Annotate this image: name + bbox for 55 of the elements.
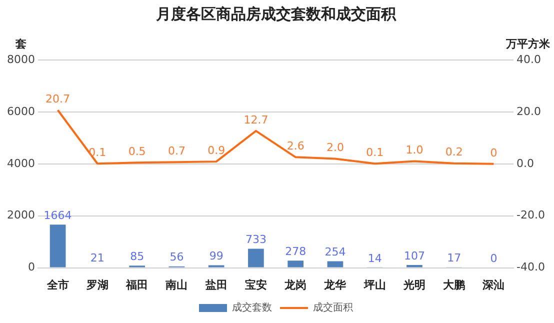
bar [327, 261, 344, 268]
y2-axis-title: 万平方米 [505, 37, 551, 50]
legend-label: 成交面积 [313, 302, 353, 314]
data-label: 2.0 [326, 141, 344, 154]
data-label: 254 [324, 246, 346, 259]
data-label: 0.9 [208, 144, 226, 157]
data-label: 1.0 [406, 144, 424, 157]
x-tick-label: 深汕 [482, 278, 505, 292]
x-tick-label: 福田 [125, 278, 148, 292]
data-label: 14 [368, 252, 382, 265]
x-tick-label: 全市 [46, 278, 69, 292]
data-label: 0 [490, 252, 498, 266]
y2-tick-label: 0.0 [516, 156, 534, 170]
y2-tick-label: -40.0 [516, 260, 546, 274]
data-label: 0.1 [366, 146, 384, 159]
bar [248, 248, 264, 268]
legend-label: 成交套数 [232, 302, 272, 314]
bar [50, 224, 66, 268]
x-tick-label: 宝安 [244, 278, 267, 292]
data-label: 0.2 [445, 146, 463, 159]
data-label: 0.7 [168, 144, 186, 158]
data-label: 21 [90, 252, 104, 265]
y2-tick-label: -20.0 [516, 208, 546, 222]
data-label: 0 [490, 146, 498, 160]
y-tick-label: 2000 [6, 208, 35, 222]
x-tick-label: 光明 [402, 278, 426, 292]
bar [288, 260, 304, 268]
data-label: 56 [170, 250, 184, 264]
data-label: 17 [447, 252, 462, 265]
data-label: 107 [404, 249, 425, 262]
data-label: 99 [209, 250, 224, 263]
y-tick-label: 4000 [6, 156, 35, 170]
x-tick-label: 罗湖 [85, 278, 108, 292]
y-tick-label: 0 [28, 260, 35, 274]
data-label: 2.6 [286, 140, 304, 153]
x-tick-label: 大鹏 [443, 278, 466, 292]
y-tick-label: 6000 [6, 104, 35, 118]
y2-tick-label: 20.0 [516, 104, 542, 118]
data-label: 12.7 [244, 113, 268, 126]
chart-title: 月度各区商品房成交套数和成交面积 [155, 4, 397, 23]
data-label: 278 [285, 244, 306, 258]
x-tick-label: 坪山 [362, 278, 386, 292]
x-tick-label: 龙岗 [284, 278, 307, 292]
y-tick-label: 8000 [6, 52, 35, 66]
y2-tick-label: 40.0 [516, 52, 542, 66]
x-tick-label: 龙华 [323, 278, 348, 292]
data-label: 733 [245, 233, 266, 246]
data-label: 85 [130, 250, 144, 263]
data-label: 20.7 [46, 92, 70, 106]
y-axis-title: 套 [14, 37, 26, 50]
data-label: 0.5 [128, 144, 146, 158]
data-label: 1664 [44, 208, 72, 222]
x-tick-label: 盐田 [204, 278, 228, 292]
x-tick-label: 南山 [164, 278, 188, 292]
data-label: 0.1 [88, 146, 106, 159]
